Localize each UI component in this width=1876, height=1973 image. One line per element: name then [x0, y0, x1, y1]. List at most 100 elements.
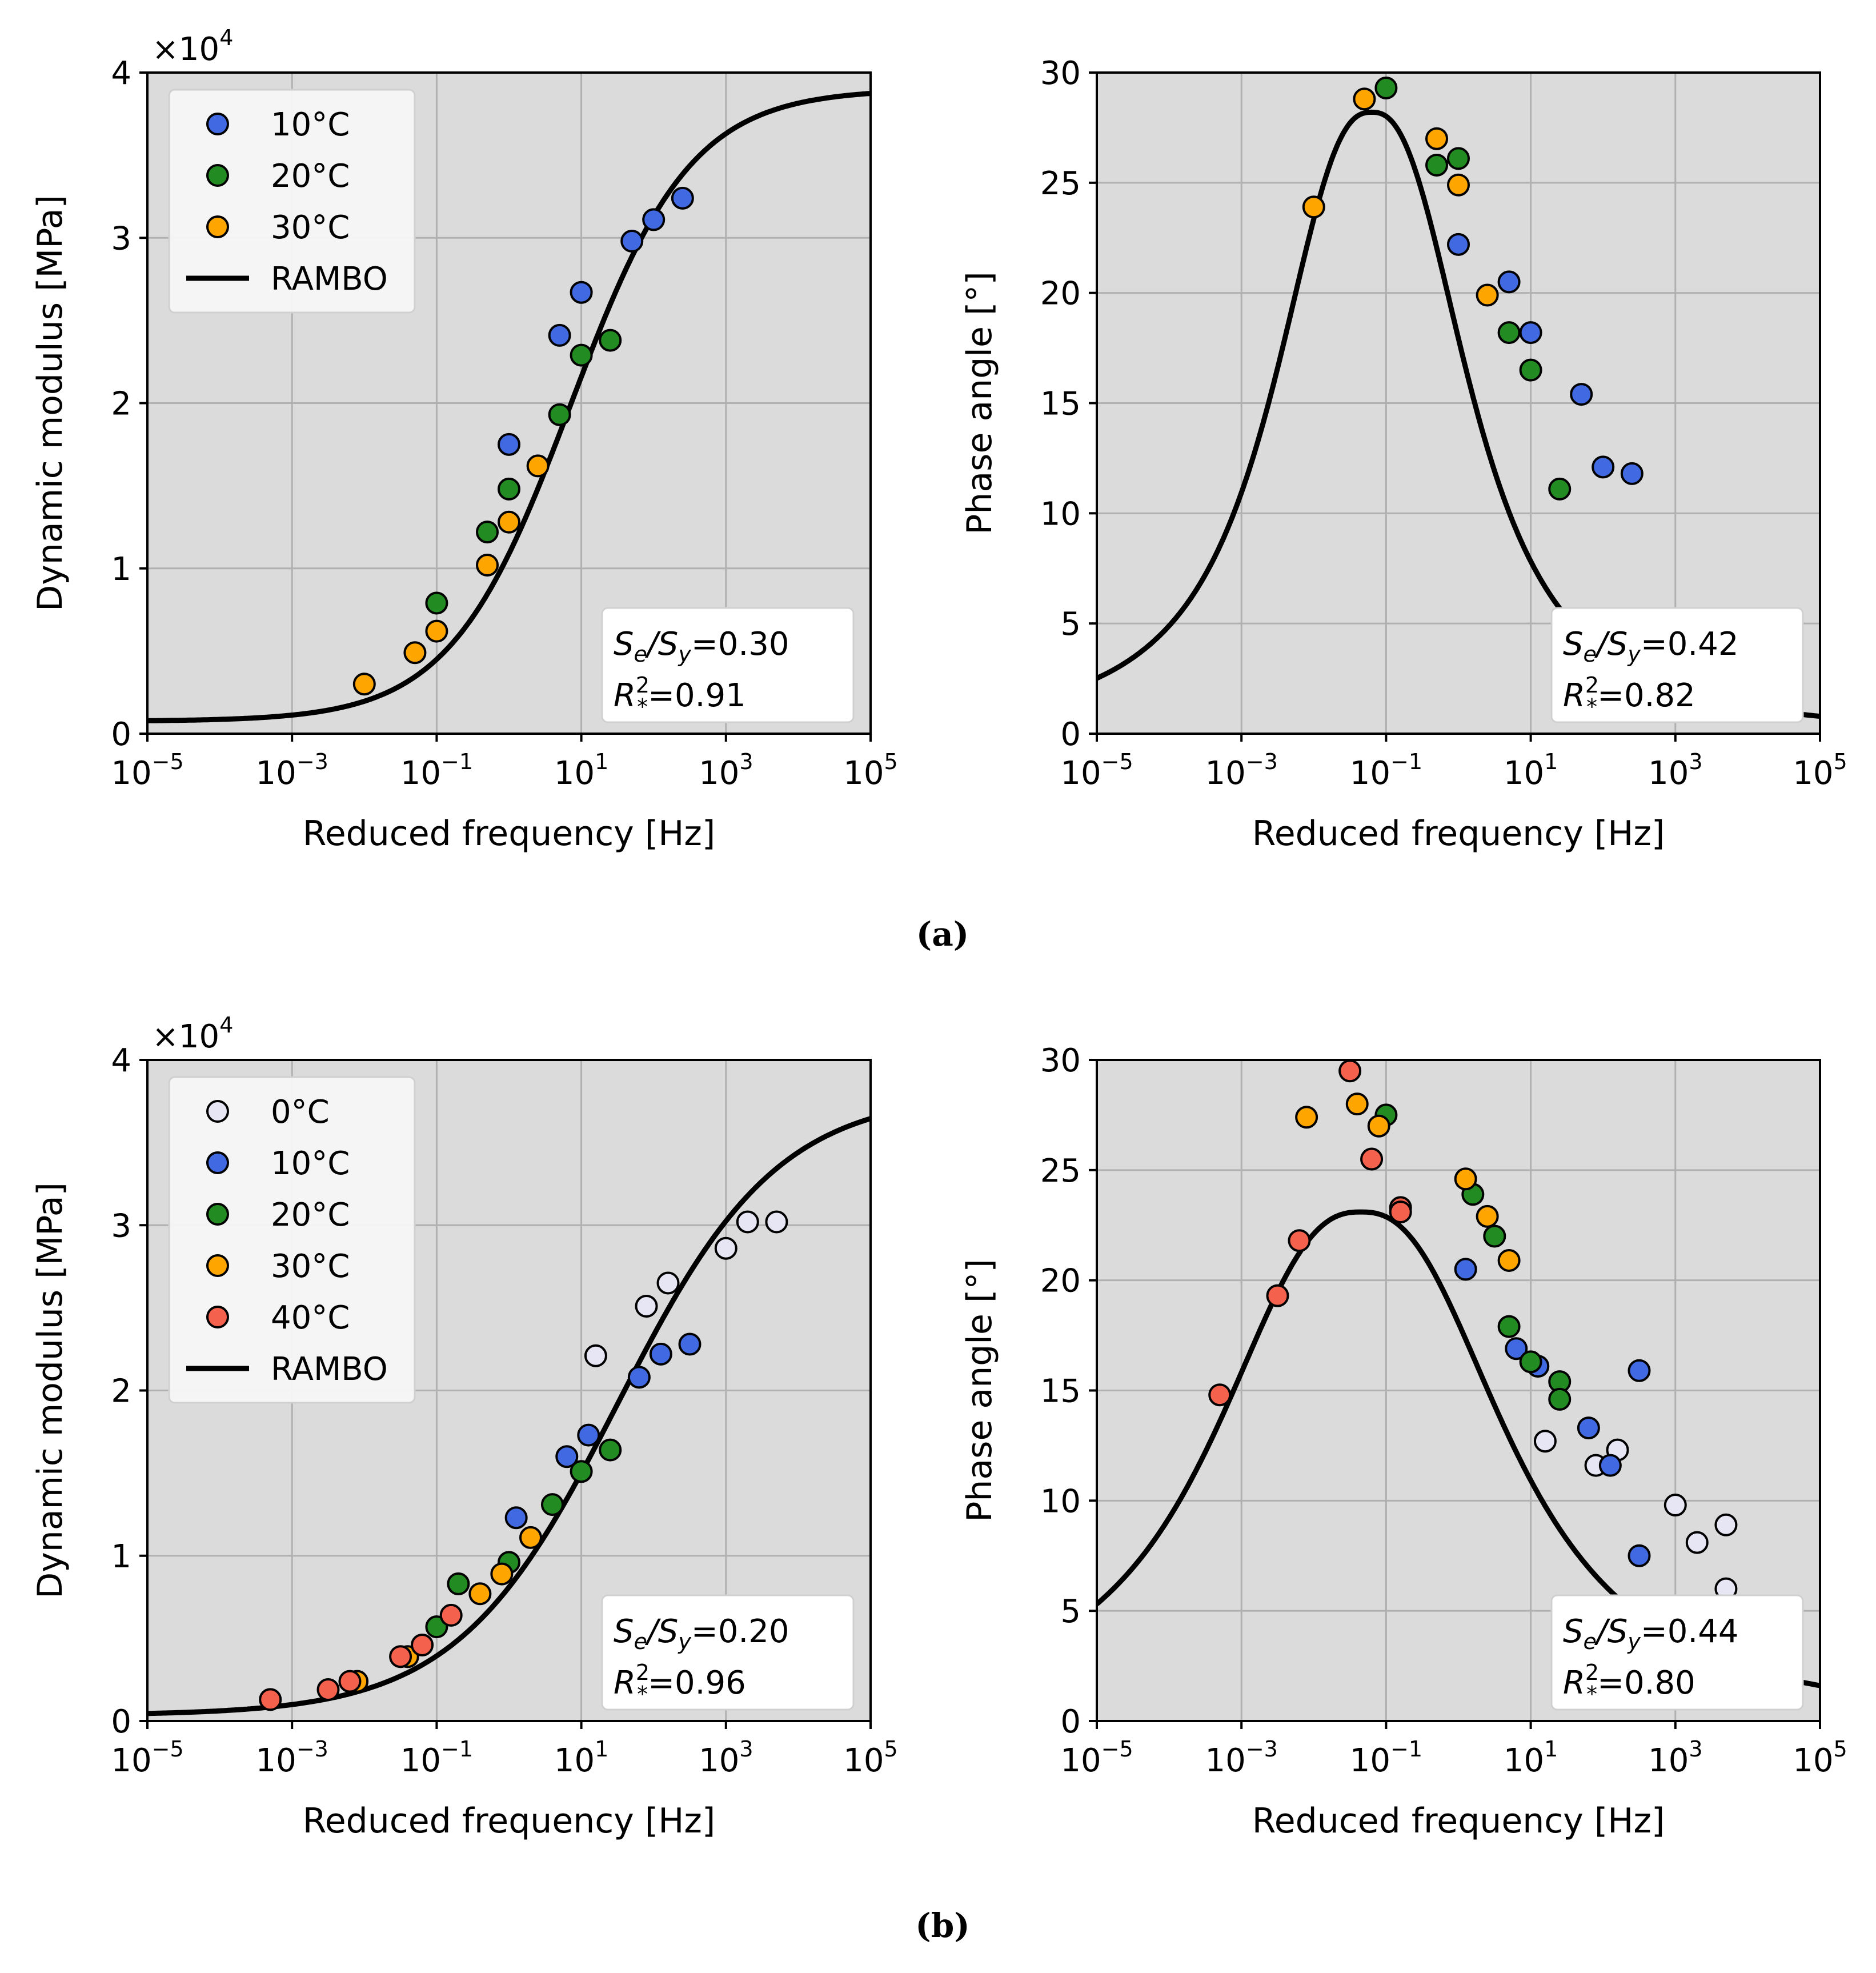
x-tick-label: 10−5 — [111, 749, 183, 792]
multiplier-exponent: 4 — [219, 1012, 233, 1038]
annotation-se-sy: Se/Sy=0.44 — [1563, 1613, 1738, 1654]
anno-sup-2: 2 — [1585, 673, 1599, 698]
data-point-10C — [1447, 233, 1470, 256]
x-tick-label: 101 — [1504, 1736, 1558, 1779]
data-point-10C — [678, 1332, 702, 1356]
data-point-0C — [1714, 1513, 1738, 1536]
x-tick-base: 10 — [843, 755, 884, 792]
x-tick-exponent: 5 — [1834, 749, 1847, 774]
data-point-40C — [1338, 1059, 1362, 1083]
data-point-0C — [765, 1210, 788, 1234]
anno-sub-star: * — [1586, 1682, 1597, 1707]
data-point-20C — [570, 343, 593, 367]
data-point-10C — [1592, 455, 1615, 479]
y-tick-label: 0 — [1060, 1703, 1081, 1740]
y-tick-label: 1 — [111, 551, 131, 588]
x-tick-label: 10−3 — [1205, 1736, 1278, 1779]
anno-s: S — [614, 1613, 634, 1650]
data-point-10C — [1505, 1337, 1528, 1360]
anno-ratio-value: =0.42 — [1641, 626, 1739, 663]
x-tick-base: 10 — [554, 755, 595, 792]
anno-sub-e: e — [1584, 642, 1597, 667]
x-tick-exponent: −1 — [441, 749, 473, 774]
legend-label: 30°C — [271, 209, 350, 246]
data-point-0C — [714, 1236, 737, 1260]
x-tick-label: 101 — [554, 1736, 608, 1779]
data-point-20C — [1374, 76, 1398, 99]
x-tick-base: 10 — [699, 1742, 739, 1779]
anno-ratio-value: =0.30 — [691, 626, 789, 663]
legend-label: 30°C — [271, 1248, 350, 1285]
data-point-30C — [1497, 1248, 1521, 1272]
y-tick-label: 30 — [1040, 55, 1081, 92]
anno-sub-y: y — [678, 1629, 691, 1654]
data-point-40C — [1266, 1284, 1289, 1307]
y-tick-label: 0 — [111, 1703, 131, 1740]
anno-sup-2: 2 — [636, 1660, 650, 1685]
legend-marker-10C — [206, 113, 229, 135]
data-point-40C — [439, 1603, 463, 1627]
annotation-se-sy: Se/Sy=0.20 — [614, 1613, 789, 1654]
y-tick-label: 0 — [1060, 716, 1081, 753]
y-tick-label: 15 — [1040, 1373, 1081, 1410]
anno-sub-star: * — [1586, 694, 1597, 719]
y-tick-label: 25 — [1040, 1152, 1081, 1190]
anno-sub-e: e — [634, 642, 647, 667]
x-tick-exponent: −5 — [1101, 749, 1133, 774]
x-tick-exponent: 1 — [595, 749, 608, 774]
annotation-r2: R2 *=0.96 — [614, 1660, 746, 1707]
data-point-0C — [584, 1344, 607, 1367]
x-tick-exponent: 5 — [884, 749, 898, 774]
legend-label: 20°C — [271, 158, 350, 195]
data-point-30C — [1476, 283, 1499, 307]
x-tick-label: 105 — [1793, 1736, 1847, 1779]
anno-r: R — [1563, 677, 1585, 714]
data-point-20C — [1497, 321, 1521, 345]
y-tick-label: 5 — [1060, 606, 1081, 643]
data-point-30C — [1476, 1204, 1499, 1228]
annotation-r2: R2 *=0.80 — [1563, 1660, 1695, 1707]
x-tick-label: 103 — [1648, 1736, 1702, 1779]
legend-label: 10°C — [271, 106, 350, 143]
data-point-30C — [519, 1526, 542, 1549]
y-axis-label: Phase angle [°] — [960, 1259, 1000, 1522]
anno-sup-2: 2 — [1585, 1660, 1599, 1685]
legend-marker-0C — [206, 1100, 229, 1123]
x-tick-base: 10 — [256, 755, 296, 792]
y-tick-label: 15 — [1040, 386, 1081, 423]
data-point-20C — [1497, 1315, 1521, 1338]
data-point-0C — [736, 1210, 759, 1234]
data-point-20C — [548, 403, 571, 426]
anno-r2-value: =0.91 — [648, 677, 746, 714]
data-point-10C — [620, 230, 644, 253]
y-tick-label: 10 — [1040, 495, 1081, 533]
data-point-20C — [447, 1572, 470, 1595]
legend-label: 40°C — [271, 1299, 350, 1336]
data-point-0C — [1685, 1531, 1709, 1554]
data-point-30C — [352, 673, 376, 696]
data-point-10C — [1497, 270, 1521, 294]
y-tick-label: 5 — [1060, 1593, 1081, 1630]
y-tick-label: 1 — [111, 1538, 131, 1575]
x-tick-exponent: −5 — [152, 749, 184, 774]
data-point-30C — [425, 619, 448, 643]
y-tick-label: 20 — [1040, 1263, 1081, 1300]
x-tick-exponent: −1 — [441, 1736, 473, 1762]
y-tick-label: 0 — [111, 716, 131, 753]
data-point-30C — [1345, 1092, 1369, 1116]
x-tick-label: 101 — [1504, 749, 1558, 792]
data-point-20C — [498, 477, 520, 501]
data-point-10C — [1628, 1359, 1651, 1382]
y-tick-label: 25 — [1040, 165, 1081, 202]
data-point-10C — [1570, 383, 1593, 406]
data-point-10C — [627, 1366, 651, 1389]
x-tick-base: 10 — [699, 755, 739, 792]
x-tick-base: 10 — [1060, 1742, 1101, 1779]
legend-label: RAMBO — [271, 261, 388, 298]
x-tick-label: 103 — [699, 749, 753, 792]
annotation-r2: R2 *=0.91 — [614, 673, 746, 719]
data-point-30C — [526, 454, 550, 478]
data-point-20C — [1447, 147, 1470, 170]
